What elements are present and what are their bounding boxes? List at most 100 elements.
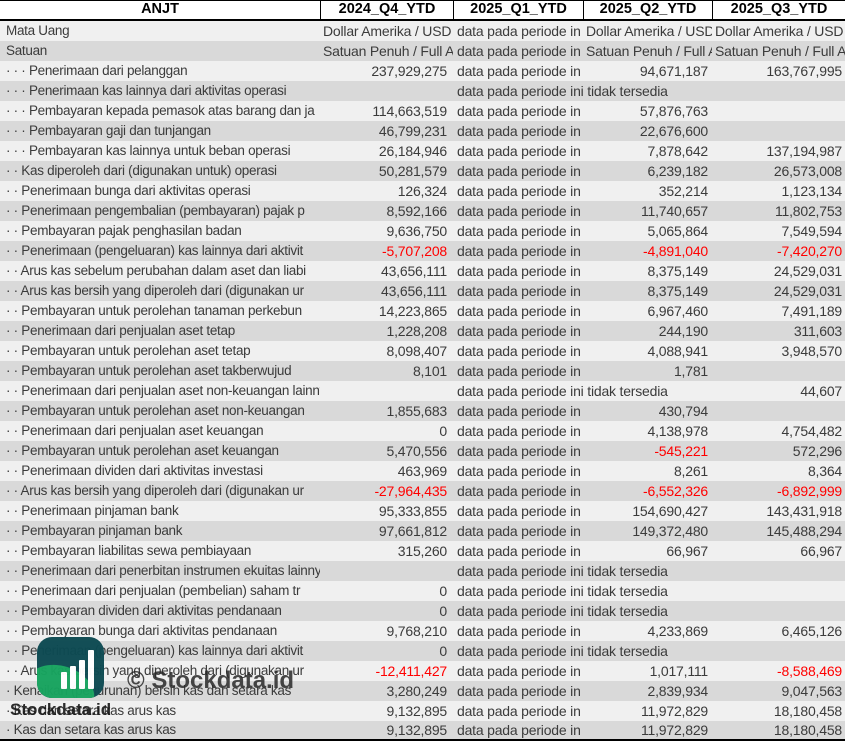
row-label[interactable]: · · Penerimaan dari penerbitan instrumen… [6,563,320,578]
cell-2025-q3-ytd[interactable]: 6,465,126 [781,623,843,639]
cell-2025-q2-ytd[interactable]: 352,214 [658,183,708,199]
cell-2025-q2-ytd[interactable]: 57,876,763 [639,103,708,119]
cell-2024-q4-ytd[interactable]: 9,132,895 [386,722,448,738]
cell-2025-q1-ytd[interactable]: data pada periode in [457,183,581,199]
cell-2025-q3-ytd[interactable]: -7,420,270 [777,243,842,259]
cell-2025-q3-ytd[interactable]: -8,588,469 [777,663,842,679]
cell-2025-q3-ytd[interactable]: 8,364 [807,463,842,479]
row-label[interactable]: · · Penerimaan dari penjualan aset tetap [6,323,235,338]
cell-2025-q1-ytd[interactable]: data pada periode in [457,223,581,239]
cell-2024-q4-ytd[interactable]: 43,656,111 [381,263,447,279]
cell-2025-q2-ytd[interactable]: 4,138,978 [647,423,709,439]
cell-2025-q3-ytd[interactable]: 137,194,987 [766,143,842,159]
row-label[interactable]: · · Pembayaran untuk perolehan aset teta… [6,343,251,358]
cell-2024-q4-ytd[interactable]: 8,592,166 [386,203,448,219]
cell-2025-q1-ytd[interactable]: data pada periode in [457,343,581,359]
cell-2024-q4-ytd[interactable]: 126,324 [397,183,447,199]
cell-2025-q2-ytd[interactable]: 6,239,182 [647,163,709,179]
cell-2024-q4-ytd[interactable]: 50,281,579 [378,163,447,179]
cell-2024-q4-ytd[interactable]: 463,969 [397,463,447,479]
cell-2025-q1-ytd[interactable]: data pada periode ini tidak tersedia [457,383,668,399]
cell-2024-q4-ytd[interactable]: Satuan Penuh / Full A [323,43,453,59]
cell-2025-q3-ytd[interactable]: 143,431,918 [766,503,842,519]
cell-2024-q4-ytd[interactable]: 9,132,895 [386,703,448,719]
cell-2025-q2-ytd[interactable]: -6,552,326 [643,483,708,499]
cell-2025-q2-ytd[interactable]: 66,967 [666,543,708,559]
cell-2025-q1-ytd[interactable]: data pada periode in [457,503,581,519]
cell-2024-q4-ytd[interactable]: 8,098,407 [386,343,448,359]
row-label[interactable]: · · Pembayaran untuk perolehan aset takb… [6,363,292,378]
cell-2025-q2-ytd[interactable]: -4,891,040 [643,243,708,259]
cell-2025-q1-ytd[interactable]: data pada periode in [457,303,581,319]
cell-2025-q2-ytd[interactable]: 2,839,934 [647,683,709,699]
cell-2024-q4-ytd[interactable]: 9,768,210 [386,623,448,639]
cell-2025-q1-ytd[interactable]: data pada periode in [457,143,581,159]
cell-2025-q3-ytd[interactable]: 311,603 [793,323,842,339]
cell-2025-q2-ytd[interactable]: Dollar Amerika / USD [586,23,712,39]
cell-2025-q1-ytd[interactable]: data pada periode in [457,283,581,299]
cell-2025-q1-ytd[interactable]: data pada periode in [457,363,581,379]
cell-2025-q1-ytd[interactable]: data pada periode in [457,543,581,559]
cell-2024-q4-ytd[interactable]: -12,411,427 [375,663,448,679]
cell-2025-q3-ytd[interactable]: 3,948,570 [781,343,843,359]
cell-2025-q1-ytd[interactable]: data pada periode in [457,523,581,539]
row-label[interactable]: · Kas dan setara kas arus kas [6,703,176,718]
cell-2024-q4-ytd[interactable]: 95,333,855 [378,503,447,519]
cell-2025-q3-ytd[interactable] [712,581,845,601]
cell-2025-q2-ytd[interactable]: 4,088,941 [647,343,709,359]
cell-2024-q4-ytd[interactable] [320,381,453,401]
cell-2025-q2-ytd[interactable]: 8,375,149 [647,283,709,299]
cell-2025-q1-ytd[interactable]: data pada periode in [457,263,581,279]
cell-2025-q2-ytd[interactable]: 244,190 [658,323,708,339]
cell-2025-q1-ytd[interactable]: data pada periode in [457,623,581,639]
row-label[interactable]: · · Penerimaan pengembalian (pembayaran)… [6,203,305,218]
row-label[interactable]: · · Arus kas bersih yang diperoleh dari … [6,283,304,298]
row-label[interactable]: · · Kas diperoleh dari (digunakan untuk)… [6,163,277,178]
cell-2025-q3-ytd[interactable]: Satuan Penuh / Full A [715,43,845,59]
row-label[interactable]: Mata Uang [6,23,70,38]
row-label[interactable]: · Kas dan setara kas arus kas [6,722,176,737]
cell-2025-q3-ytd[interactable] [712,101,845,121]
cell-2025-q1-ytd[interactable]: data pada periode in [457,43,581,59]
row-label[interactable]: · · Pembayaran liabilitas sewa pembiayaa… [6,543,252,558]
cell-2025-q2-ytd[interactable]: 1,017,111 [649,663,709,679]
cell-2024-q4-ytd[interactable]: 46,799,231 [378,123,447,139]
cell-2025-q1-ytd[interactable]: data pada periode ini tidak tersedia [457,603,668,619]
row-label[interactable]: Satuan [6,43,47,58]
row-label[interactable]: · · Pembayaran pinjaman bank [6,523,183,538]
cell-2024-q4-ytd[interactable]: 43,656,111 [381,283,447,299]
row-label[interactable]: · · Pembayaran untuk perolehan aset non-… [6,403,305,418]
cell-2025-q3-ytd[interactable]: 11,802,753 [774,203,842,219]
row-label[interactable]: · · · Penerimaan dari pelanggan [6,63,188,78]
cell-2025-q2-ytd[interactable]: Satuan Penuh / Full A [586,43,712,59]
row-label[interactable]: · · Penerimaan dari penjualan aset keuan… [6,423,264,438]
cell-2025-q3-ytd[interactable] [712,361,845,381]
cell-2025-q3-ytd[interactable] [712,601,845,621]
cell-2025-q2-ytd[interactable]: 94,671,187 [639,63,708,79]
cell-2024-q4-ytd[interactable]: Dollar Amerika / USD [323,23,452,39]
row-label[interactable]: · · Penerimaan dari penjualan aset non-k… [6,383,320,398]
cell-2025-q3-ytd[interactable] [712,81,845,101]
row-label[interactable]: · · · Penerimaan kas lainnya dari aktivi… [6,83,287,98]
row-label[interactable]: · · · Pembayaran kepada pemasok atas bar… [6,103,315,118]
cell-2024-q4-ytd[interactable]: 9,636,750 [386,223,448,239]
cell-2024-q4-ytd[interactable]: 1,855,683 [386,403,448,419]
row-label[interactable]: · · Pembayaran untuk perolehan tanaman p… [6,303,302,318]
cell-2024-q4-ytd[interactable]: 315,260 [397,543,447,559]
cell-2025-q1-ytd[interactable]: data pada periode in [457,203,581,219]
cell-2025-q3-ytd[interactable]: 66,967 [800,543,842,559]
cell-2024-q4-ytd[interactable]: 14,223,865 [378,303,447,319]
cell-2024-q4-ytd[interactable]: 0 [439,603,447,619]
cell-2024-q4-ytd[interactable]: 5,470,556 [386,443,448,459]
cell-2024-q4-ytd[interactable]: 3,280,249 [386,683,448,699]
cell-2025-q2-ytd[interactable]: 149,372,480 [632,523,708,539]
cell-2024-q4-ytd[interactable] [320,561,453,581]
cell-2024-q4-ytd[interactable]: 0 [439,423,447,439]
row-label[interactable]: · · Pembayaran bunga dari aktivitas pend… [6,623,277,638]
row-label[interactable]: · · Penerimaan dari penjualan (pembelian… [6,583,301,598]
cell-2025-q2-ytd[interactable]: 22,676,600 [639,123,708,139]
cell-2025-q2-ytd[interactable]: 4,233,869 [647,623,709,639]
row-label[interactable]: · · Arus kas bersih yang diperoleh dari … [6,483,304,498]
cell-2024-q4-ytd[interactable]: -5,707,208 [382,243,447,259]
cell-2025-q1-ytd[interactable]: data pada periode in [457,63,581,79]
